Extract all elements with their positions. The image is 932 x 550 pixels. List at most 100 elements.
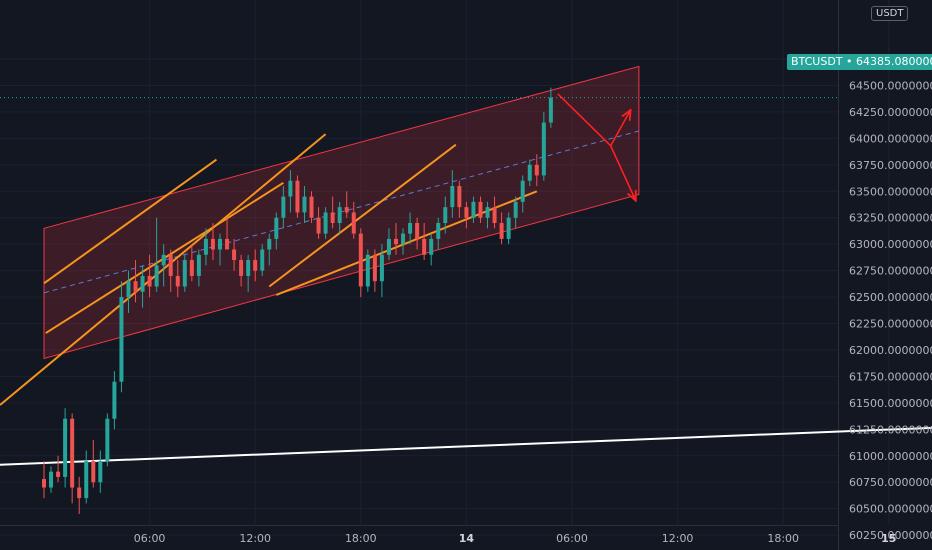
candle: [295, 175, 300, 218]
candle: [63, 408, 68, 488]
candle: [323, 207, 328, 239]
candle: [281, 185, 286, 229]
candle: [140, 265, 145, 308]
candle: [154, 217, 159, 292]
candle-body: [161, 254, 166, 266]
candle-body: [246, 260, 251, 276]
candle: [182, 254, 187, 292]
x-tick-label: 14: [459, 532, 475, 545]
candle-body: [189, 260, 194, 276]
candle: [330, 196, 335, 229]
x-tick-label: 18:00: [767, 532, 799, 545]
candle: [394, 223, 398, 255]
candle-body: [534, 164, 539, 176]
candle-body: [63, 418, 68, 477]
candle: [175, 260, 180, 298]
candle: [429, 233, 434, 266]
y-tick-label: 61500.00000000: [849, 397, 932, 410]
candle: [379, 244, 384, 298]
y-tick-label: 60750.00000000: [849, 476, 932, 489]
candle: [358, 228, 363, 298]
candle: [415, 217, 420, 250]
candle: [126, 270, 131, 313]
candle-body: [415, 223, 420, 239]
y-tick-label: 61000.00000000: [849, 450, 932, 463]
candle: [218, 233, 222, 266]
candle: [267, 233, 272, 266]
candle: [225, 217, 230, 250]
candle: [210, 223, 215, 261]
candle-body: [492, 207, 497, 224]
candle-body: [464, 207, 469, 218]
candle-body: [42, 479, 46, 488]
candle: [527, 159, 532, 186]
orange-trendline: [43, 158, 218, 285]
candle-body: [323, 212, 328, 234]
candle-body: [232, 249, 237, 261]
candle: [401, 228, 406, 255]
candle: [457, 180, 462, 218]
candle-body: [140, 275, 145, 292]
candle-body: [401, 233, 406, 245]
projection-arrows: [557, 93, 635, 200]
candle-body: [147, 275, 152, 287]
candle: [253, 249, 258, 282]
candle: [70, 413, 75, 504]
candle: [478, 196, 483, 224]
candle-body: [513, 201, 518, 218]
candle-body: [499, 223, 504, 239]
candle-body: [527, 164, 532, 181]
candle-body: [281, 196, 286, 218]
currency-badge[interactable]: USDT: [871, 6, 909, 21]
candle-body: [210, 238, 215, 250]
candle: [91, 439, 96, 488]
y-tick-label: 61250.00000000: [849, 423, 932, 436]
candle-body: [450, 185, 455, 208]
price-tag-symbol: BTCUSDT: [791, 55, 843, 68]
candle-body: [337, 207, 342, 224]
y-tick-label: 64250.00000000: [849, 106, 932, 119]
last-price-tag: BTCUSDT • 64385.08000000: [787, 54, 932, 70]
candle: [203, 228, 208, 266]
candle: [161, 244, 166, 287]
candle-body: [372, 254, 377, 282]
price-tag-separator: •: [846, 55, 853, 68]
y-tick-label: 62000.00000000: [849, 344, 932, 357]
y-tick-label: 62750.00000000: [849, 265, 932, 278]
candle: [274, 212, 279, 250]
candle-body: [344, 207, 349, 213]
candle: [98, 450, 103, 493]
candle: [471, 196, 476, 224]
x-tick-label: 06:00: [556, 532, 588, 545]
candle-body: [408, 223, 413, 234]
candle: [239, 254, 244, 287]
candle-body: [316, 217, 321, 234]
price-tag-price: 64385.08000000: [856, 55, 932, 68]
candle-body: [49, 471, 54, 488]
x-axis: 06:00 12:00 18:00 14 06:00 12:00 18:00 15: [134, 532, 897, 545]
candle: [77, 476, 82, 514]
candle-body: [351, 212, 356, 234]
candle-body: [70, 418, 75, 488]
candle: [485, 201, 490, 229]
candle-body: [225, 238, 230, 250]
candle-body: [288, 180, 293, 197]
candle: [337, 201, 342, 234]
white-trendline-group: [0, 426, 932, 466]
candle-body: [295, 180, 300, 213]
candle: [56, 455, 61, 483]
candle: [443, 196, 448, 234]
candle: [513, 196, 518, 229]
candle: [260, 244, 265, 276]
candle-body: [260, 249, 265, 271]
candle-body: [520, 180, 525, 202]
x-tick-label: 18:00: [345, 532, 377, 545]
candle: [548, 87, 553, 128]
y-tick-label: 60500.00000000: [849, 503, 932, 516]
y-grid: [0, 0, 839, 550]
candle-body: [394, 238, 398, 245]
candle: [520, 175, 525, 213]
y-tick-label: 63250.00000000: [849, 212, 932, 225]
